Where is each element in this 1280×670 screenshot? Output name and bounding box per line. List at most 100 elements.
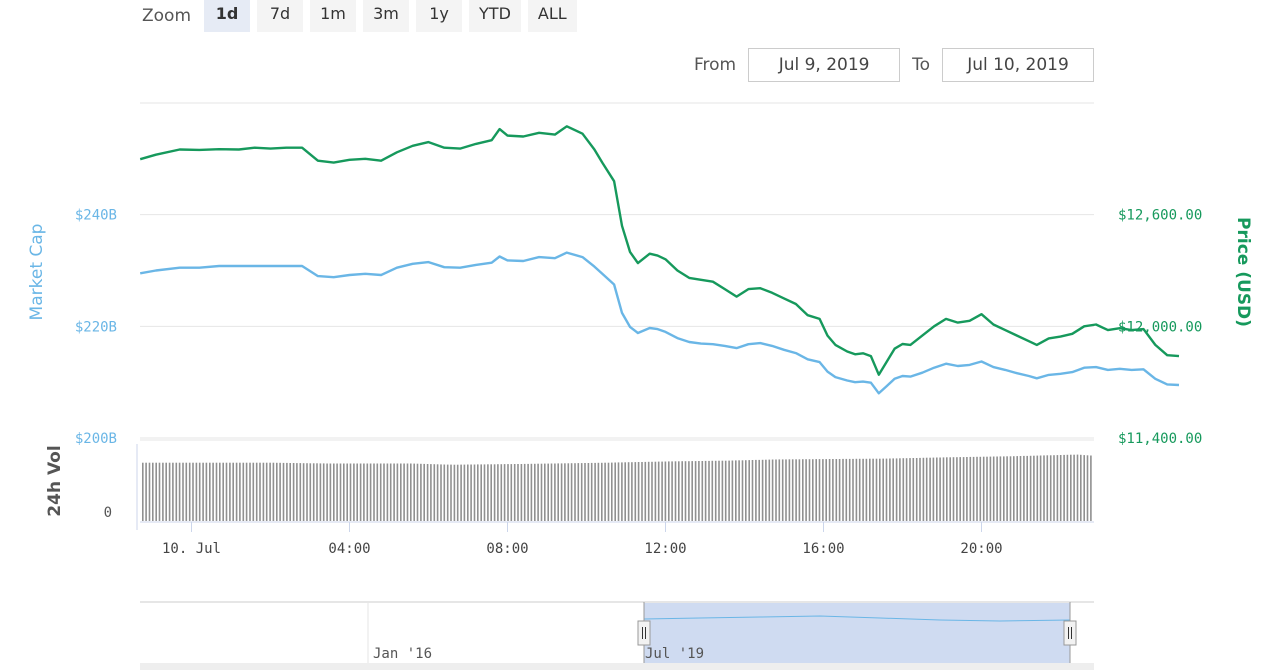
volume-bar <box>895 458 898 521</box>
volume-bar <box>229 462 231 521</box>
volume-bar <box>912 458 915 521</box>
volume-bar <box>366 463 369 521</box>
volume-bar <box>1036 455 1039 521</box>
volume-bar <box>363 463 365 521</box>
volume-bar <box>661 461 663 521</box>
volume-bar <box>621 462 623 521</box>
volume-bar <box>1016 456 1018 521</box>
volume-bar <box>185 462 188 521</box>
price-tick-label: $12,600.00 <box>1118 208 1202 224</box>
volume-bar <box>560 463 563 521</box>
navigator-label: Jan '16 <box>373 646 432 662</box>
volume-bar <box>674 461 677 521</box>
volume-bar <box>919 457 921 521</box>
volume-bar <box>440 464 442 521</box>
volume-axis-title: 24h Vol <box>45 445 65 516</box>
volume-bar <box>617 462 620 521</box>
volume-bar <box>915 458 918 521</box>
volume-bar <box>436 464 439 521</box>
volume-bar <box>738 460 740 521</box>
zoom-1m-button[interactable]: 1m <box>310 0 357 32</box>
market-cap-line <box>139 251 1180 395</box>
volume-bar <box>778 459 781 521</box>
volume-bar <box>393 463 395 521</box>
price-line <box>139 125 1180 376</box>
volume-bar <box>262 462 265 521</box>
x-tick-label: 10. Jul <box>162 541 221 557</box>
volume-bar <box>584 463 586 521</box>
volume-bar <box>979 456 982 521</box>
volume-bar <box>708 460 710 521</box>
volume-bar <box>627 462 630 521</box>
navigator-left-handle[interactable] <box>637 620 651 646</box>
volume-bar <box>299 463 302 521</box>
zoom-1y-button[interactable]: 1y <box>416 0 463 32</box>
volume-bar <box>969 456 972 521</box>
volume-bar <box>540 463 543 521</box>
volume-bar <box>500 464 503 521</box>
market-cap-tick-label: $220B <box>75 319 117 335</box>
volume-bar <box>456 464 459 521</box>
volume-bar <box>1003 456 1005 521</box>
navigator-right-handle[interactable] <box>1063 620 1077 646</box>
volume-bar <box>882 458 884 521</box>
volume-bar <box>781 459 784 521</box>
volume-bar <box>329 463 332 521</box>
volume-bar <box>383 463 385 521</box>
volume-bar <box>1006 456 1008 521</box>
volume-bar <box>537 463 539 521</box>
volume-bar <box>577 463 580 521</box>
volume-bar <box>624 462 626 521</box>
volume-bar <box>942 457 945 521</box>
volume-bar <box>145 462 147 521</box>
volume-bar <box>379 463 382 521</box>
volume-bar <box>346 463 348 521</box>
volume-bar <box>1083 455 1085 521</box>
volume-bar <box>520 464 523 521</box>
volume-bar <box>842 458 844 521</box>
volume-bar <box>530 463 533 521</box>
volume-bar <box>929 457 931 521</box>
volume-bar <box>490 464 492 521</box>
volume-bar <box>678 461 680 521</box>
volume-bar <box>1023 455 1025 521</box>
volume-bar <box>885 458 888 521</box>
volume-bar <box>1043 455 1045 521</box>
navigator-selected-range[interactable] <box>644 603 1070 670</box>
volume-bar <box>601 462 603 521</box>
volume-bar <box>279 462 281 521</box>
volume-bar <box>986 456 988 521</box>
zoom-3m-button[interactable]: 3m <box>363 0 410 32</box>
navigator-scrollbar[interactable] <box>140 663 1094 670</box>
volume-bar <box>875 458 878 521</box>
volume-bar <box>289 463 291 521</box>
volume-bar <box>1053 455 1055 521</box>
zoom-ytd-button[interactable]: YTD <box>469 0 521 32</box>
volume-bar <box>286 462 288 521</box>
to-date-input[interactable]: Jul 10, 2019 <box>942 48 1094 82</box>
volume-bar <box>356 463 358 521</box>
volume-bar <box>544 463 546 521</box>
volume-bar <box>269 462 271 521</box>
from-date-input[interactable]: Jul 9, 2019 <box>748 48 901 82</box>
volume-bar <box>473 464 476 521</box>
volume-bar <box>306 463 308 521</box>
volume-bar <box>838 459 841 521</box>
volume-bar <box>319 463 322 521</box>
volume-bar <box>858 458 861 521</box>
zoom-7d-button[interactable]: 7d <box>257 0 304 32</box>
volume-bar <box>805 459 807 521</box>
volume-bar <box>527 463 529 521</box>
zoom-all-button[interactable]: ALL <box>527 0 577 32</box>
volume-bar <box>748 460 750 521</box>
volume-bar <box>992 456 995 521</box>
volume-bar <box>470 464 472 521</box>
volume-bar <box>416 463 419 521</box>
volume-bar <box>711 460 714 521</box>
volume-bar <box>510 464 513 521</box>
zoom-1d-button[interactable]: 1d <box>204 0 251 32</box>
volume-bar <box>503 464 506 521</box>
volume-bar <box>704 460 707 521</box>
volume-bar <box>396 463 399 521</box>
volume-bar <box>467 464 469 521</box>
